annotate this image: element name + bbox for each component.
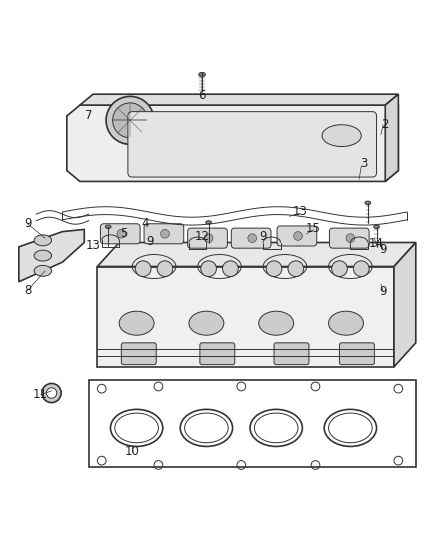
Text: 6: 6 (198, 88, 205, 102)
Circle shape (160, 229, 169, 238)
Text: 9: 9 (145, 235, 153, 248)
FancyBboxPatch shape (276, 226, 316, 246)
Ellipse shape (328, 311, 363, 335)
Circle shape (157, 261, 173, 277)
FancyBboxPatch shape (144, 224, 184, 244)
FancyBboxPatch shape (127, 111, 376, 177)
Text: 11: 11 (33, 388, 48, 401)
Circle shape (345, 234, 354, 243)
Circle shape (204, 234, 212, 243)
Polygon shape (97, 243, 415, 266)
Ellipse shape (205, 221, 211, 224)
Circle shape (200, 261, 216, 277)
Circle shape (113, 103, 147, 138)
FancyBboxPatch shape (339, 343, 374, 365)
Text: 4: 4 (141, 217, 149, 230)
Ellipse shape (34, 250, 51, 261)
Text: 14: 14 (368, 237, 383, 251)
Circle shape (106, 96, 154, 144)
Ellipse shape (105, 225, 111, 229)
Polygon shape (19, 229, 84, 282)
Text: 13: 13 (85, 239, 100, 252)
Circle shape (247, 234, 256, 243)
Ellipse shape (321, 125, 360, 147)
Circle shape (293, 232, 302, 240)
Text: 8: 8 (24, 284, 31, 297)
FancyBboxPatch shape (328, 228, 368, 248)
Polygon shape (393, 243, 415, 367)
Ellipse shape (119, 311, 154, 335)
Ellipse shape (188, 311, 223, 335)
FancyBboxPatch shape (273, 343, 308, 365)
Circle shape (46, 388, 57, 398)
Text: 10: 10 (124, 446, 139, 458)
FancyBboxPatch shape (187, 228, 227, 248)
Circle shape (42, 383, 61, 402)
Text: 15: 15 (305, 222, 320, 235)
Ellipse shape (34, 265, 51, 276)
Text: 12: 12 (194, 230, 209, 244)
Text: 7: 7 (85, 109, 92, 122)
Text: 13: 13 (292, 206, 307, 219)
Circle shape (353, 261, 368, 277)
Text: 9: 9 (378, 244, 386, 256)
Ellipse shape (34, 235, 51, 246)
Text: 9: 9 (378, 285, 386, 298)
FancyBboxPatch shape (100, 224, 140, 244)
Circle shape (117, 229, 125, 238)
Polygon shape (67, 105, 397, 181)
FancyBboxPatch shape (121, 343, 156, 365)
Circle shape (222, 261, 238, 277)
Circle shape (287, 261, 303, 277)
FancyBboxPatch shape (199, 343, 234, 365)
Polygon shape (80, 94, 397, 105)
Text: 9: 9 (259, 230, 266, 244)
Polygon shape (97, 266, 393, 367)
Text: 2: 2 (381, 118, 388, 131)
FancyBboxPatch shape (231, 228, 270, 248)
Polygon shape (385, 94, 397, 181)
Ellipse shape (258, 311, 293, 335)
Text: 9: 9 (24, 217, 31, 230)
Text: 5: 5 (120, 227, 127, 240)
Circle shape (331, 261, 346, 277)
Circle shape (265, 261, 281, 277)
Ellipse shape (364, 201, 370, 205)
Text: 3: 3 (359, 157, 366, 171)
Ellipse shape (373, 225, 378, 229)
Circle shape (135, 261, 151, 277)
Ellipse shape (198, 72, 205, 77)
